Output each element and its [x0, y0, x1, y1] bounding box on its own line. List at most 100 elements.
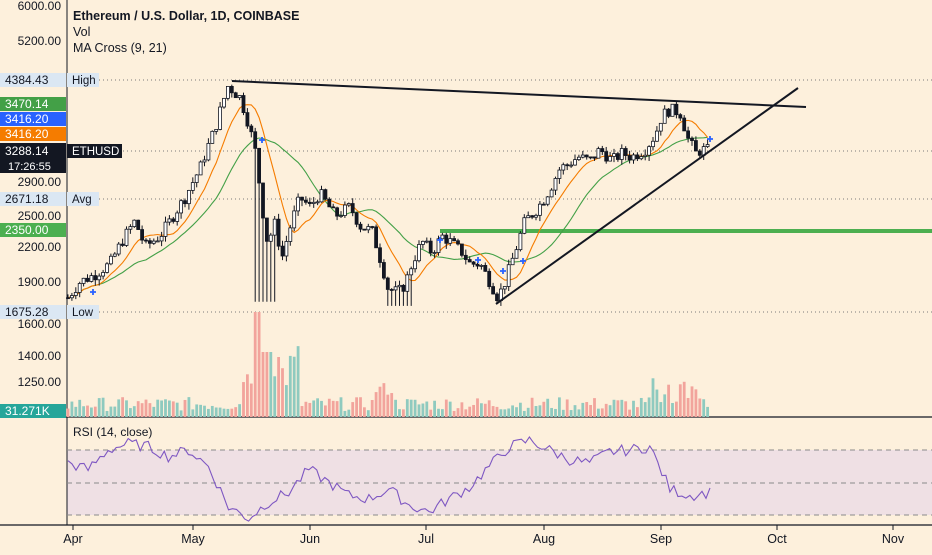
volume-bar: [78, 399, 82, 417]
candle-body: [506, 264, 511, 287]
volume-bar: [417, 404, 421, 417]
candle-body: [155, 240, 160, 243]
volume-bar: [667, 384, 670, 417]
candle-body: [662, 108, 667, 124]
price-tick-label: 2200.00: [18, 240, 62, 254]
time-axis-label: Sep: [650, 532, 672, 546]
price-badge-tag-label: Low: [72, 307, 94, 319]
volume-bar: [694, 389, 698, 417]
price-badge-tag: [67, 305, 99, 319]
volume-bar: [288, 355, 292, 417]
candle-body: [241, 95, 246, 114]
time-axis-label: May: [181, 532, 205, 546]
candle-body: [502, 286, 507, 290]
volume-bar: [491, 406, 495, 417]
volume-bar: [519, 402, 522, 417]
volume-bar: [655, 389, 659, 417]
candle-body: [456, 240, 460, 245]
price-badge-tag: [67, 144, 122, 158]
candle-body: [619, 148, 624, 160]
volume-bar: [105, 410, 109, 417]
volume-bar: [604, 403, 608, 417]
candle-body: [448, 238, 453, 244]
resistance-trendline: [231, 80, 807, 108]
volume-bar: [526, 407, 530, 417]
candle-body: [592, 156, 597, 159]
volume-bar: [659, 402, 663, 417]
volume-bar: [300, 406, 304, 417]
candle-body: [339, 215, 343, 217]
volume-bar: [183, 399, 187, 417]
time-axis-label: Aug: [533, 532, 555, 546]
price-tick-label: 2900.00: [18, 175, 62, 189]
volume-bar: [444, 399, 448, 417]
volume-bar: [612, 399, 616, 417]
candle-body: [459, 243, 464, 256]
volume-bar: [164, 399, 167, 417]
candle-body: [214, 129, 219, 132]
volume-bar: [456, 408, 460, 417]
volume-bar: [125, 400, 128, 417]
volume-bar: [374, 392, 378, 417]
volume-bar: [320, 400, 323, 417]
volume-bar: [452, 410, 456, 417]
candle-body: [206, 142, 211, 161]
volume-bar: [460, 402, 464, 417]
volume-bar: [643, 402, 647, 417]
volume-bar: [437, 408, 440, 417]
candle-body: [639, 156, 644, 160]
volume-bar: [589, 404, 592, 417]
volume-bar: [581, 402, 585, 417]
volume-label[interactable]: Vol: [73, 25, 91, 39]
volume-bar: [292, 356, 296, 417]
volume-bar: [542, 401, 546, 417]
candle-body: [378, 247, 382, 263]
candle-body: [151, 240, 156, 244]
volume-bar: [394, 399, 397, 417]
price-badge-label: 2671.18: [5, 192, 49, 206]
price-badge-label: 3288.14: [5, 144, 49, 158]
volume-bar: [253, 312, 257, 417]
candle-body: [272, 218, 277, 236]
volume-bar: [117, 399, 121, 417]
candle-body: [565, 164, 570, 167]
price-badge-tag-label: ETHUSD: [72, 146, 119, 158]
candle-body: [690, 137, 694, 141]
volume-bar: [546, 398, 550, 417]
candle-body: [124, 228, 129, 246]
candle-body: [366, 226, 371, 231]
candle-body: [198, 161, 203, 176]
candle-body: [303, 199, 308, 203]
volume-bar: [550, 407, 553, 417]
ma-cross-label[interactable]: MA Cross (9, 21): [73, 41, 167, 55]
volume-bar: [281, 368, 284, 417]
symbol-title[interactable]: Ethereum / U.S. Dollar, 1D, COINBASE: [73, 9, 300, 23]
candle-body: [631, 154, 636, 161]
volume-bar: [429, 409, 433, 417]
volume-bar: [402, 409, 405, 417]
candle-body: [604, 151, 609, 162]
rsi-label[interactable]: RSI (14, close): [73, 425, 153, 439]
candle-body: [331, 206, 336, 209]
candle-body: [140, 229, 145, 241]
candle-body: [85, 277, 90, 282]
volume-bar: [405, 399, 409, 417]
candle-body: [612, 153, 616, 157]
candle-body: [233, 92, 238, 99]
candle-body: [73, 292, 78, 296]
candle-body: [413, 260, 418, 270]
volume-bar: [191, 409, 195, 417]
candle-body: [491, 286, 496, 295]
volume-bar: [663, 394, 667, 417]
candle-body: [678, 114, 683, 119]
volume-bar: [74, 406, 78, 417]
candle-body: [276, 218, 281, 247]
volume-bar: [210, 405, 214, 417]
volume-bar: [351, 402, 355, 417]
ma-cross-marker: [707, 136, 713, 142]
ma-cross-marker: [259, 137, 265, 143]
candle-body: [452, 238, 457, 242]
candle-body: [186, 190, 191, 205]
ma-cross-marker: [90, 289, 96, 295]
volume-bar: [522, 410, 526, 417]
